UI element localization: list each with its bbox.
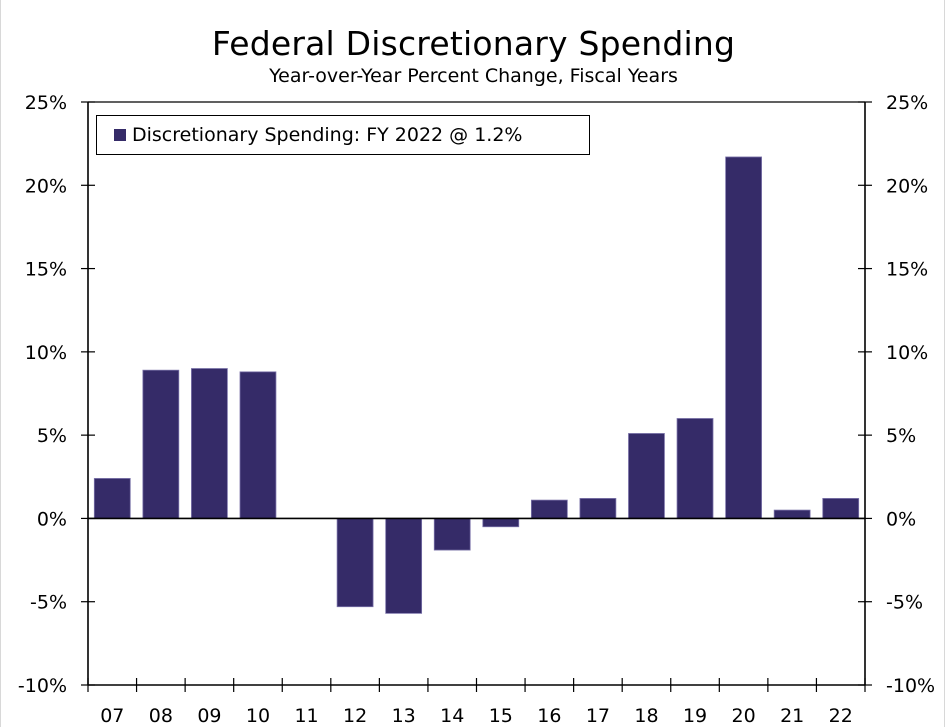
bar-15 — [482, 518, 520, 528]
x-tick-label: 08 — [149, 705, 173, 727]
x-tick-label: 20 — [732, 705, 756, 727]
x-tick-label: 11 — [294, 705, 318, 727]
y-tick-label-right: -5% — [886, 592, 923, 614]
bar-10 — [239, 371, 277, 519]
bar-20 — [725, 156, 762, 519]
y-tick-label-right: 20% — [886, 175, 928, 197]
x-tick-label: 19 — [683, 705, 707, 727]
x-tick-label: 16 — [537, 705, 561, 727]
y-tick-label-right: 10% — [886, 342, 928, 364]
x-tick-label: 10 — [246, 705, 270, 727]
bar-14 — [433, 518, 471, 551]
legend: Discretionary Spending: FY 2022 @ 1.2% — [96, 115, 590, 155]
y-tick-label-left: 20% — [25, 175, 67, 197]
y-tick-label-left: 15% — [25, 259, 67, 281]
bar-16 — [530, 499, 568, 519]
chart-title: Federal Discretionary Spending — [211, 24, 736, 63]
y-tick-label-left: -5% — [30, 592, 67, 614]
y-tick-label-left: -10% — [18, 675, 67, 697]
y-tick-label-left: 25% — [25, 92, 67, 114]
x-tick-label: 18 — [634, 705, 658, 727]
y-tick-label-right: 25% — [886, 92, 928, 114]
bar-08 — [142, 369, 180, 519]
legend-label: Discretionary Spending: FY 2022 @ 1.2% — [132, 124, 523, 146]
y-tick-label-right: -10% — [886, 675, 935, 697]
x-tick-label: 22 — [829, 705, 853, 727]
x-tick-label: 21 — [780, 705, 804, 727]
chart-subtitle: Year-over-Year Percent Change, Fiscal Ye… — [269, 65, 678, 87]
bar-12 — [336, 518, 374, 608]
x-tick-label: 07 — [100, 705, 124, 727]
x-tick-label: 09 — [197, 705, 221, 727]
x-tick-label: 14 — [440, 705, 464, 727]
y-tick-label-left: 0% — [37, 508, 67, 530]
bar-07 — [93, 478, 131, 519]
bar-22 — [822, 498, 860, 519]
bar-18 — [628, 433, 665, 519]
legend-swatch — [114, 129, 126, 141]
x-tick-label: 12 — [343, 705, 367, 727]
y-tick-label-right: 5% — [886, 425, 916, 447]
bar-19 — [676, 418, 714, 519]
y-tick-label-right: 0% — [886, 508, 916, 530]
bar-09 — [191, 368, 228, 519]
x-tick-label: 17 — [586, 705, 610, 727]
bar-17 — [579, 498, 617, 519]
bar-21 — [773, 509, 811, 519]
y-tick-label-left: 10% — [25, 342, 67, 364]
y-tick-label-right: 15% — [886, 259, 928, 281]
x-tick-label: 13 — [392, 705, 416, 727]
x-tick-label: 15 — [489, 705, 513, 727]
y-tick-label-left: 5% — [37, 425, 67, 447]
bar-13 — [385, 518, 423, 614]
